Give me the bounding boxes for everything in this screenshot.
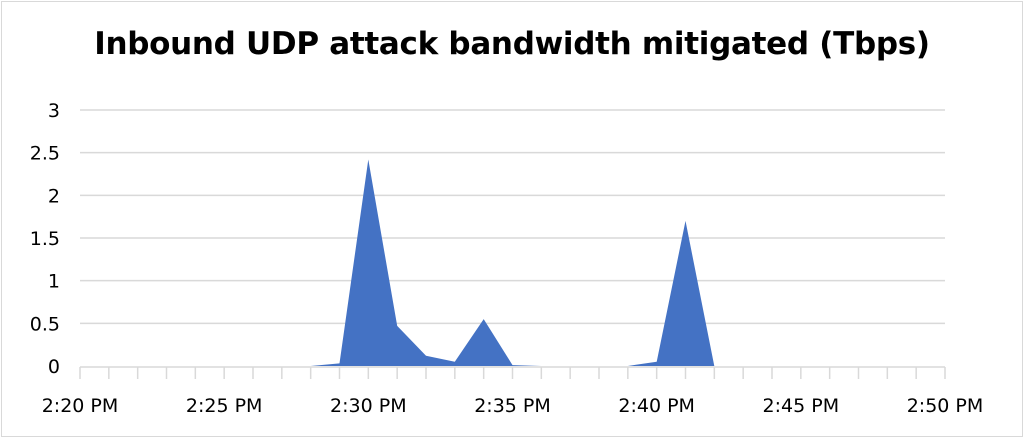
y-tick-label: 1 <box>48 271 60 293</box>
x-tick-label: 2:35 PM <box>474 395 551 417</box>
x-tick-label: 2:25 PM <box>186 395 263 417</box>
chart-title: Inbound UDP attack bandwidth mitigated (… <box>94 26 930 62</box>
x-tick-label: 2:30 PM <box>330 395 407 417</box>
x-tick-label: 2:50 PM <box>907 395 984 417</box>
y-tick-label: 0.5 <box>30 313 60 335</box>
x-tick-label: 2:40 PM <box>618 395 695 417</box>
x-tick-label: 2:45 PM <box>763 395 840 417</box>
y-tick-label: 1.5 <box>30 228 60 250</box>
x-tick-label: 2:20 PM <box>42 395 119 417</box>
area-series <box>80 159 945 366</box>
y-tick-label: 2 <box>48 185 60 207</box>
y-tick-label: 3 <box>48 100 60 122</box>
y-tick-label: 0 <box>48 356 60 378</box>
y-tick-label: 2.5 <box>30 143 60 165</box>
